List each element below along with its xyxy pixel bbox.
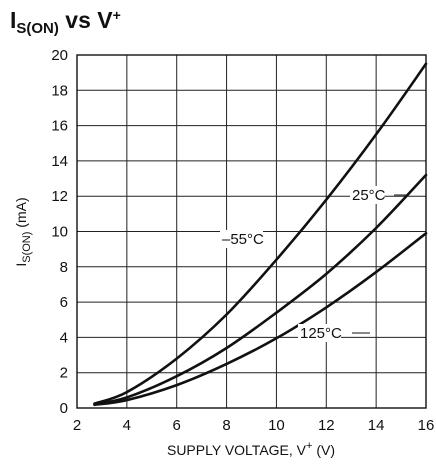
x-tick-label: 16 <box>418 417 435 434</box>
y-tick-label: 6 <box>60 294 68 311</box>
y-tick-label: 18 <box>51 82 68 99</box>
label-125c: 125°C <box>300 325 342 342</box>
x-axis-ticks: 2 4 6 8 10 12 14 16 <box>73 417 435 434</box>
y-axis-label: IS(ON) (mA) <box>13 197 33 266</box>
y-tick-label: 8 <box>60 259 68 276</box>
x-tick-label: 14 <box>368 417 385 434</box>
chart-title: IS(ON) vs V+ <box>10 7 121 37</box>
x-axis-label-superscript: + <box>306 440 312 452</box>
y-tick-label: 4 <box>60 329 68 346</box>
title-rest: vs V <box>59 7 113 33</box>
y-tick-label: 12 <box>51 188 68 205</box>
series-line-25c <box>93 173 428 406</box>
x-axis-label-main: SUPPLY VOLTAGE, V <box>167 442 307 458</box>
y-axis-label-subscript: S(ON) <box>21 232 33 263</box>
title-subscript: S(ON) <box>16 20 59 37</box>
label-25c: 25°C <box>352 187 386 204</box>
title-superscript: + <box>113 7 121 23</box>
series-lines <box>93 62 428 407</box>
series-annotations: –55°C 25°C 125°C <box>220 186 408 342</box>
x-tick-label: 2 <box>73 417 81 434</box>
y-axis-label-rest: (mA) <box>13 197 29 231</box>
y-tick-label: 14 <box>51 153 68 170</box>
y-axis-ticks: 0 2 4 6 8 10 12 14 16 18 20 <box>51 47 68 417</box>
x-tick-label: 12 <box>318 417 335 434</box>
annotation-background <box>220 230 263 248</box>
x-axis-label: SUPPLY VOLTAGE, V+ (V) <box>167 440 335 458</box>
x-tick-label: 6 <box>173 417 181 434</box>
x-tick-label: 8 <box>222 417 230 434</box>
label-minus55c: –55°C <box>222 231 264 248</box>
x-tick-label: 10 <box>268 417 285 434</box>
y-tick-label: 2 <box>60 365 68 382</box>
y-tick-label: 0 <box>60 400 68 417</box>
annotation-background <box>298 324 341 342</box>
y-tick-label: 20 <box>51 47 68 64</box>
x-tick-label: 4 <box>123 417 131 434</box>
y-tick-label: 10 <box>51 224 68 241</box>
plot-frame <box>76 54 427 409</box>
y-tick-label: 16 <box>51 118 68 135</box>
series-line-125c <box>93 232 428 407</box>
y-axis-label-main: I <box>13 263 29 267</box>
series-line-minus55c <box>93 62 428 405</box>
annotation-background <box>350 186 385 204</box>
x-axis-label-rest: (V) <box>312 442 335 458</box>
title-main: I <box>10 7 16 33</box>
